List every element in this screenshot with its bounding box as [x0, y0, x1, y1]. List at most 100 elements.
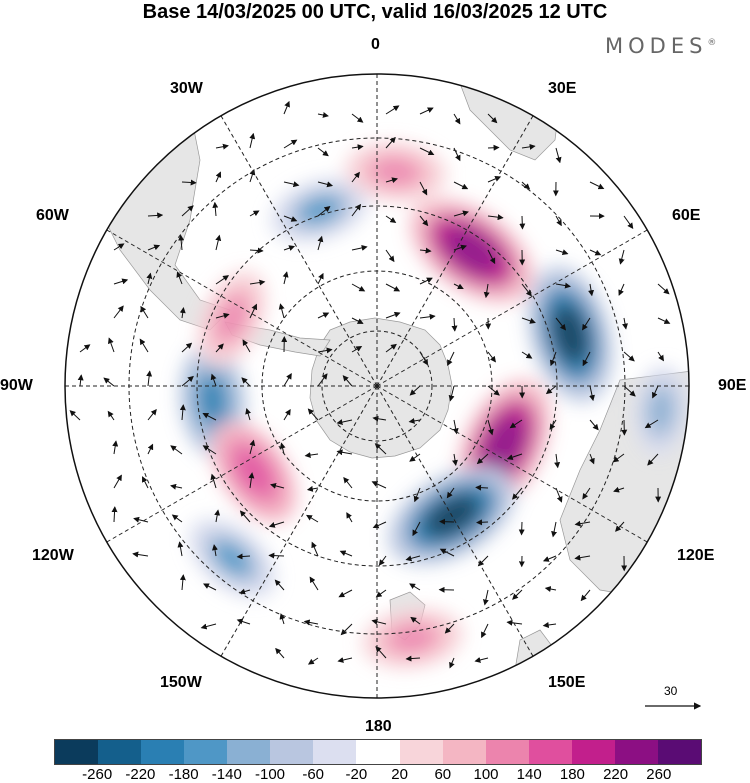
negative-anomaly-blob [648, 390, 673, 432]
wind-vector [245, 407, 251, 421]
wind-vector [304, 452, 319, 459]
wind-vector [146, 370, 153, 387]
wind-vector [69, 410, 81, 421]
wind-vector [412, 521, 421, 537]
wind-vector [580, 589, 591, 602]
wind-vector [409, 453, 421, 462]
wind-vector [453, 210, 469, 217]
wind-vector [589, 249, 602, 256]
wind-vector [476, 453, 489, 465]
wind-vector [311, 541, 319, 557]
brand-name: MODES [605, 34, 708, 58]
wind-vector [474, 657, 489, 663]
wind-vector [140, 305, 149, 319]
wind-vector [453, 113, 461, 125]
lon-label-180: 180 [365, 718, 392, 735]
meridian-line [376, 115, 534, 387]
wind-vectors [69, 100, 671, 669]
wind-vector [542, 555, 557, 562]
colorbar-swatch [55, 740, 99, 764]
colorbar-tick-label: 220 [603, 766, 629, 783]
wind-vector [551, 521, 558, 538]
wind-vector [283, 139, 298, 149]
wind-vector [346, 512, 353, 523]
wind-vector [107, 410, 115, 421]
wind-vector [317, 347, 333, 354]
colorbar-tick-label: -60 [302, 766, 325, 783]
colorbar-swatch [528, 740, 572, 764]
wind-vector [521, 317, 536, 324]
colorbar-swatch [442, 740, 486, 764]
wind-vector [574, 520, 591, 527]
wind-vector [512, 589, 523, 600]
wind-vector [623, 385, 636, 397]
wind-vector [179, 307, 186, 319]
wind-vector [476, 519, 489, 526]
lon-label-0: 0 [371, 36, 380, 53]
wind-vector [249, 279, 266, 286]
lon-label-120w: 120W [32, 547, 74, 564]
map-border [64, 73, 690, 699]
colorbar-tick-label: -100 [254, 766, 286, 783]
wind-vector [177, 541, 184, 557]
wind-vector [419, 107, 434, 115]
wind-vector [644, 419, 659, 429]
wind-vector [268, 521, 285, 528]
wind-vector [449, 657, 455, 669]
wind-vector [446, 487, 455, 499]
wind-vector [215, 343, 224, 353]
wind-vector [181, 375, 194, 387]
wind-vector [203, 583, 217, 591]
wind-vector [351, 346, 363, 353]
wind-vector [544, 586, 557, 592]
wind-vector [521, 181, 531, 190]
wind-vector [409, 583, 421, 591]
wind-vector [385, 105, 400, 115]
wind-vector [274, 579, 285, 591]
meridians [65, 74, 689, 698]
reference-vector-label: 30 [664, 684, 678, 698]
wind-vector [385, 283, 401, 292]
wind-vector [545, 385, 557, 395]
wind-vector [582, 351, 591, 367]
wind-vector [202, 445, 217, 455]
wind-vector [371, 618, 387, 625]
wind-vector [317, 181, 334, 188]
meridian-line [220, 115, 378, 387]
wind-vector [241, 377, 251, 387]
wind-vector [453, 181, 469, 190]
wind-vector [249, 303, 258, 319]
meridian-line [106, 385, 378, 543]
wind-vector [385, 311, 401, 319]
wind-vector [521, 351, 533, 359]
colorbar-tick-label: 60 [434, 766, 452, 783]
wind-vector [306, 514, 319, 523]
wind-vector [317, 206, 331, 217]
colorbar-swatch [657, 740, 701, 764]
wind-vector [612, 453, 625, 463]
wind-vector [419, 181, 428, 196]
wind-vector [372, 415, 387, 422]
wind-vector [385, 215, 397, 223]
wind-vector [555, 282, 572, 289]
colorbar-tick-label: 100 [473, 766, 499, 783]
wind-vector [613, 486, 625, 493]
wind-vector [178, 234, 185, 251]
wind-vector [410, 616, 421, 625]
wind-vector [574, 554, 591, 561]
wind-vector [343, 476, 353, 489]
wind-vector [582, 487, 591, 500]
wind-vector [623, 351, 635, 362]
wind-vector [351, 283, 366, 292]
wind-vector [317, 312, 330, 319]
wind-vector [179, 404, 186, 421]
wind-vector [506, 453, 523, 461]
wind-vector [147, 244, 161, 251]
wind-vector [618, 249, 625, 265]
wind-vector [405, 555, 421, 562]
wind-vector [351, 244, 368, 251]
lon-label-90w: 90W [0, 377, 33, 394]
wind-vector [482, 589, 489, 606]
colorbar-tick-label: -180 [168, 766, 199, 783]
